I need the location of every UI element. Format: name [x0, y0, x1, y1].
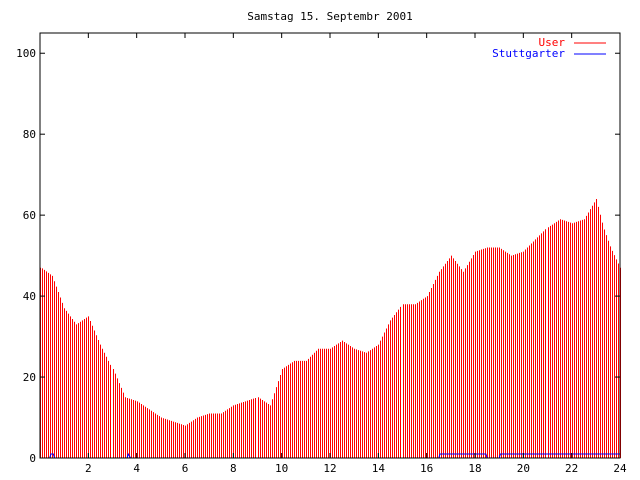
- y-tick-label: 20: [23, 371, 36, 384]
- y-tick-label: 80: [23, 128, 36, 141]
- x-tick-label: 24: [613, 462, 627, 475]
- x-tick-label: 14: [372, 462, 386, 475]
- y-tick-label: 60: [23, 209, 36, 222]
- y-tick-label: 0: [29, 452, 36, 465]
- x-tick-label: 6: [182, 462, 189, 475]
- x-tick-label: 20: [517, 462, 530, 475]
- chart-title: Samstag 15. Septembr 2001: [247, 10, 413, 23]
- x-tick-label: 18: [468, 462, 481, 475]
- x-tick-label: 4: [133, 462, 140, 475]
- x-tick-label: 10: [275, 462, 288, 475]
- y-axis: 0 20 40 60 80 100: [16, 47, 620, 465]
- legend-label-user: User: [539, 36, 566, 49]
- x-tick-label: 12: [323, 462, 336, 475]
- x-tick-label: 8: [230, 462, 237, 475]
- legend-label-stuttgarter: Stuttgarter: [492, 47, 565, 60]
- y-tick-label: 100: [16, 47, 36, 60]
- y-tick-label: 40: [23, 290, 36, 303]
- x-tick-label: 22: [565, 462, 578, 475]
- x-tick-label: 2: [85, 462, 92, 475]
- x-axis: 2 4 6 8 10 12 14 16 18 20 22 24: [85, 33, 627, 475]
- legend: User Stuttgarter: [492, 36, 606, 60]
- x-tick-label: 16: [420, 462, 433, 475]
- user-impulses: [40, 198, 621, 458]
